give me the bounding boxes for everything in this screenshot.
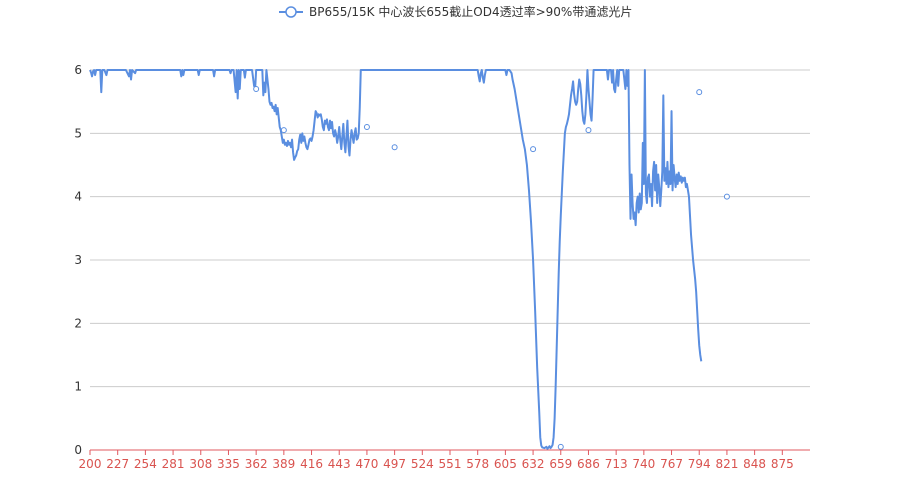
data-point-marker-0[interactable] [253, 86, 260, 92]
x-tick-label-227: 227 [106, 457, 129, 471]
x-tick-label-578: 578 [466, 457, 489, 471]
x-tick-label-524: 524 [411, 457, 434, 471]
data-point-marker-8[interactable] [723, 193, 730, 200]
data-point-marker-1[interactable] [280, 127, 287, 134]
x-tick-label-335: 335 [217, 457, 240, 471]
x-tick-label-470: 470 [355, 457, 378, 471]
y-axis: 0 1 2 3 4 5 6 [74, 63, 82, 457]
data-point-marker-5[interactable] [557, 443, 564, 450]
data-point-marker-6[interactable] [585, 127, 592, 134]
x-axis: 200 227 254 281 308 335 362 389 416 443 470 497 524 5… [79, 449, 810, 471]
x-tick-label-875: 875 [771, 457, 794, 471]
legend[interactable]: BP655/15K 中心波长655截止OD4透过率>90%带通滤光片 [279, 4, 632, 19]
x-tick-label-659: 659 [549, 457, 572, 471]
data-point-marker-7[interactable] [696, 89, 703, 96]
y-tick-label-4: 4 [74, 190, 82, 204]
y-tick-label-1: 1 [74, 380, 82, 394]
x-tick-label-443: 443 [328, 457, 351, 471]
x-tick-label-254: 254 [134, 457, 157, 471]
x-tick-label-389: 389 [272, 457, 295, 471]
x-tick-label-497: 497 [383, 457, 406, 471]
y-tick-label-6: 6 [74, 63, 82, 77]
legend-marker-swatch [285, 6, 297, 18]
data-point-marker-2[interactable] [363, 124, 370, 130]
x-tick-label-308: 308 [189, 457, 212, 471]
data-point-marker-4[interactable] [530, 146, 537, 153]
x-tick-label-767: 767 [660, 457, 683, 471]
y-tick-label-5: 5 [74, 126, 82, 140]
y-tick-label-3: 3 [74, 253, 82, 267]
x-tick-label-200: 200 [79, 457, 102, 471]
series-line-0 [89, 69, 703, 450]
series-layer [89, 69, 730, 450]
x-tick-label-848: 848 [743, 457, 766, 471]
x-tick-label-740: 740 [632, 457, 655, 471]
data-point-marker-3[interactable] [391, 144, 398, 151]
y-tick-label-2: 2 [74, 316, 82, 330]
x-tick-label-362: 362 [245, 457, 268, 471]
legend-label: BP655/15K 中心波长655截止OD4透过率>90%带通滤光片 [309, 4, 632, 19]
x-tick-label-794: 794 [688, 457, 711, 471]
grid-layer [90, 69, 810, 388]
x-tick-label-281: 281 [162, 457, 185, 471]
y-tick-label-0: 0 [74, 443, 82, 457]
x-tick-label-551: 551 [439, 457, 462, 471]
x-tick-label-605: 605 [494, 457, 517, 471]
x-tick-label-686: 686 [577, 457, 600, 471]
x-tick-label-632: 632 [522, 457, 545, 471]
x-tick-label-713: 713 [605, 457, 628, 471]
x-tick-label-416: 416 [300, 457, 323, 471]
x-tick-label-821: 821 [715, 457, 738, 471]
